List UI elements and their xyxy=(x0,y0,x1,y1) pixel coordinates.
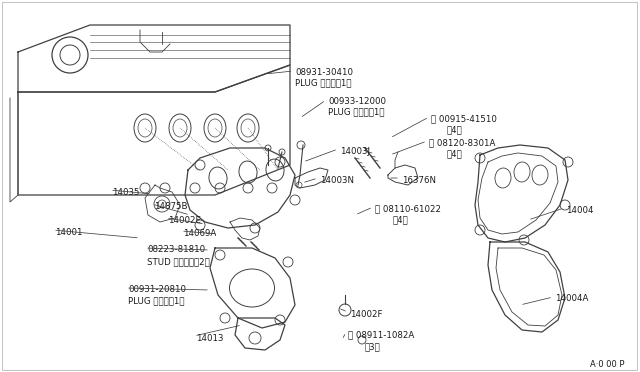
Text: Ⓝ 08911-1082A: Ⓝ 08911-1082A xyxy=(348,330,414,339)
Text: 14004A: 14004A xyxy=(555,294,588,303)
Text: Ⓦ 00915-41510: Ⓦ 00915-41510 xyxy=(431,114,497,123)
Text: 14003J: 14003J xyxy=(340,147,370,156)
Text: 14069A: 14069A xyxy=(183,229,216,238)
Text: 14001: 14001 xyxy=(55,228,83,237)
Text: Ⓑ 08110-61022: Ⓑ 08110-61022 xyxy=(375,204,441,213)
Text: 14002F: 14002F xyxy=(350,310,383,319)
Text: （4）: （4） xyxy=(447,125,463,134)
Text: 14004: 14004 xyxy=(566,206,593,215)
Text: （4）: （4） xyxy=(393,215,409,224)
Text: PLUG プラグ（1）: PLUG プラグ（1） xyxy=(295,78,351,87)
Text: 16376N: 16376N xyxy=(402,176,436,185)
Text: 08223-81810: 08223-81810 xyxy=(147,245,205,254)
Text: PLUG プラグ（1）: PLUG プラグ（1） xyxy=(328,107,385,116)
Text: （3）: （3） xyxy=(365,342,381,351)
Text: PLUG プラグ（1）: PLUG プラグ（1） xyxy=(128,296,184,305)
Text: （4）: （4） xyxy=(447,149,463,158)
Text: STUD スタッド（2）: STUD スタッド（2） xyxy=(147,257,210,266)
Text: Ⓑ 08120-8301A: Ⓑ 08120-8301A xyxy=(429,138,495,147)
Text: 14875B: 14875B xyxy=(154,202,188,211)
Text: 14035: 14035 xyxy=(112,188,140,197)
Text: 14002E: 14002E xyxy=(168,216,201,225)
Text: 00933-12000: 00933-12000 xyxy=(328,97,386,106)
Text: 14003N: 14003N xyxy=(320,176,354,185)
Text: A·0 00 P: A·0 00 P xyxy=(590,360,625,369)
Text: 14013: 14013 xyxy=(196,334,223,343)
Text: 00931-20810: 00931-20810 xyxy=(128,285,186,294)
Text: 08931-30410: 08931-30410 xyxy=(295,68,353,77)
